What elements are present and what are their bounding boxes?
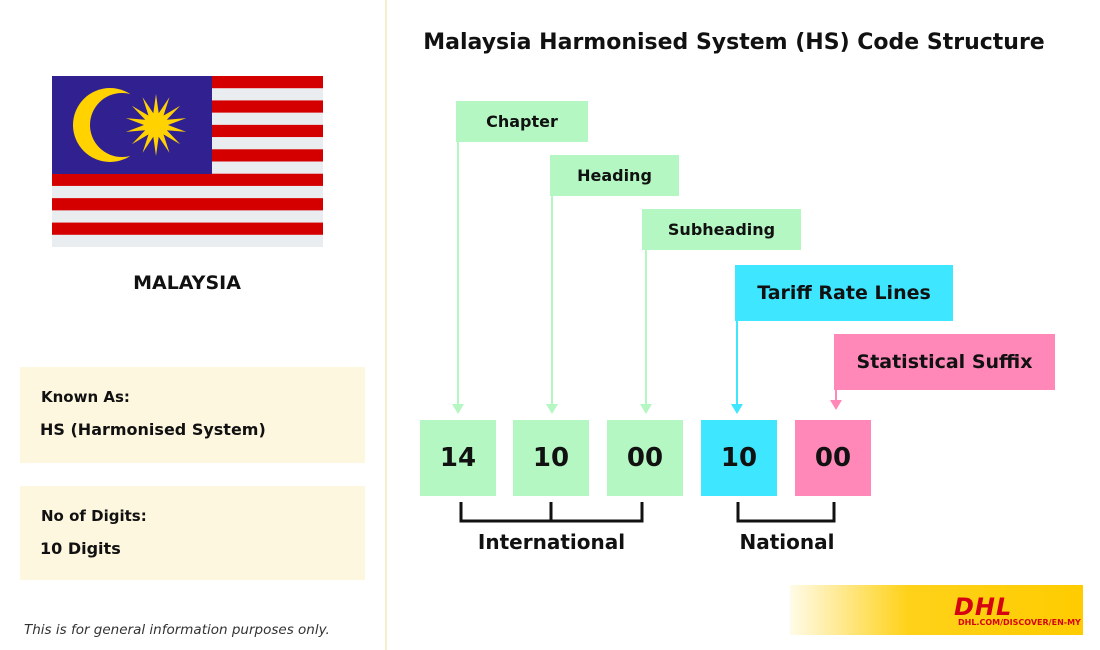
code-subheading: 00: [607, 420, 683, 496]
digits-label: No of Digits:: [41, 507, 147, 525]
dhl-logo: DHL: [954, 593, 1013, 621]
group-national: National: [739, 530, 835, 554]
label-tariff-rate-lines: Tariff Rate Lines: [735, 265, 953, 321]
malaysia-flag-icon: [52, 76, 323, 247]
label-subheading: Subheading: [642, 209, 801, 250]
code-heading: 10: [513, 420, 589, 496]
code-suffix: 00: [795, 420, 871, 496]
group-international: International: [477, 530, 626, 554]
disclaimer: This is for general information purposes…: [24, 622, 330, 638]
label-statistical-suffix: Statistical Suffix: [834, 334, 1055, 390]
divider: [385, 0, 387, 650]
code-chapter: 14: [420, 420, 496, 496]
known-as-card: Known As: HS (Harmonised System): [20, 367, 365, 463]
known-as-label: Known As:: [41, 388, 130, 406]
page-title: Malaysia Harmonised System (HS) Code Str…: [423, 30, 1045, 55]
code-tariff: 10: [701, 420, 777, 496]
label-heading: Heading: [550, 155, 679, 196]
dhl-banner[interactable]: DHL DHL.COM/DISCOVER/EN-MY: [790, 585, 1083, 635]
digits-card: No of Digits: 10 Digits: [20, 486, 365, 580]
known-as-value: HS (Harmonised System): [40, 420, 266, 439]
country-name: MALAYSIA: [133, 272, 241, 294]
digits-value: 10 Digits: [40, 539, 121, 558]
label-chapter: Chapter: [456, 101, 588, 142]
group-brackets: [459, 502, 836, 523]
dhl-url[interactable]: DHL.COM/DISCOVER/EN-MY: [958, 618, 1081, 627]
